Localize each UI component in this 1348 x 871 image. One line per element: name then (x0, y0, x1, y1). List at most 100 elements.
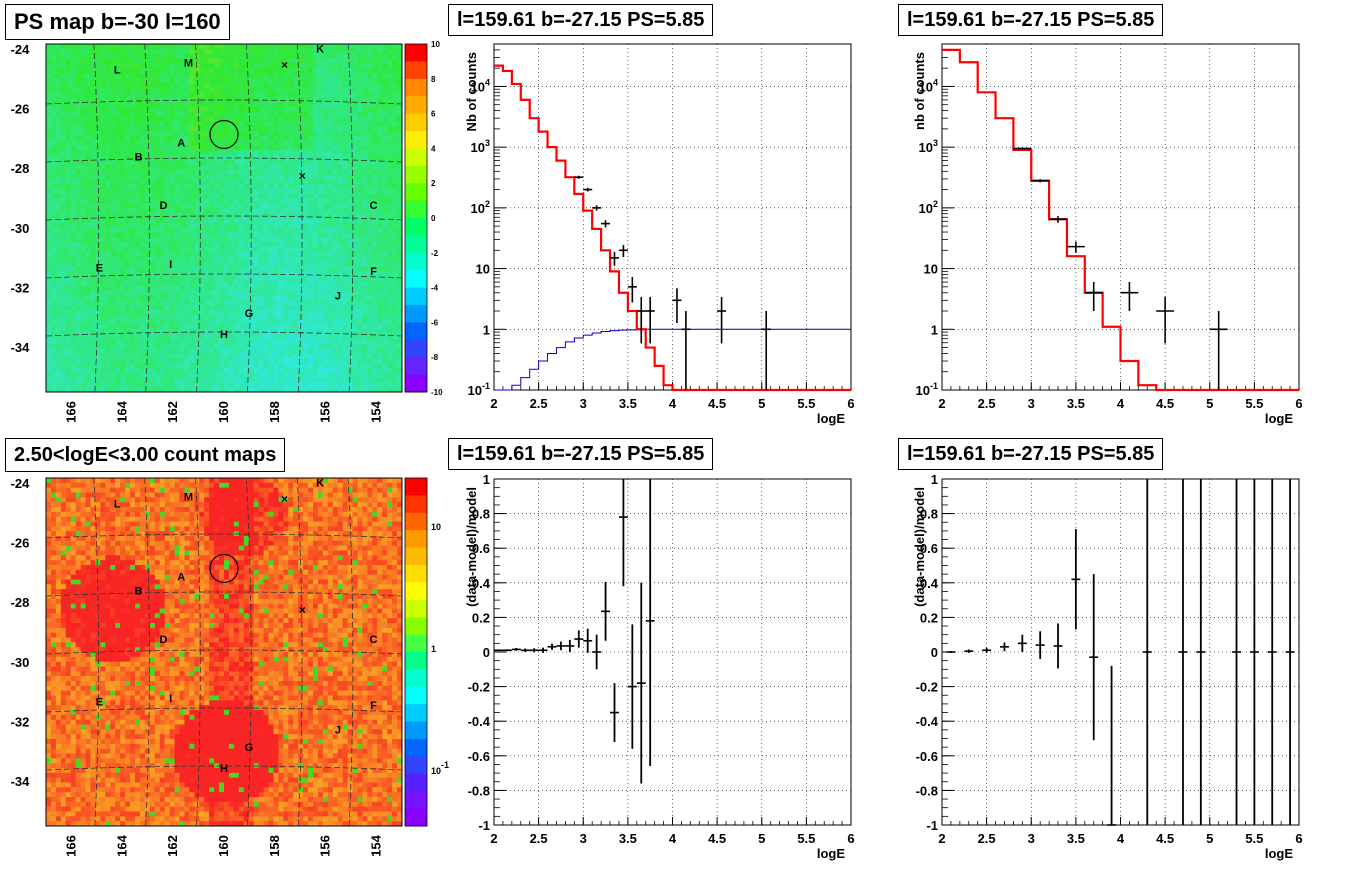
y-tick-label: 0.8 (472, 507, 490, 522)
colorbar-tick-label: 10 (431, 522, 441, 532)
map-grid-line (195, 477, 201, 827)
colorbar-tick-label: -10 (431, 388, 443, 397)
colorbar-tick-label: 1 (431, 644, 436, 654)
source-label: A (177, 137, 185, 149)
colorbar-frame (404, 43, 428, 393)
map-frame-1 (45, 43, 403, 393)
y-tick-label: 103 (919, 138, 938, 155)
source-label: D (160, 634, 168, 646)
x-tick-label: 2 (490, 831, 497, 846)
map-y-tick-label: -26 (11, 536, 30, 551)
target-circle-marker (209, 553, 239, 584)
x-tick-label: 2 (938, 831, 945, 846)
source-label: M (184, 57, 193, 69)
map-x-tick-label: 164 (114, 400, 129, 422)
map-frame-2 (45, 477, 403, 827)
spectrum1-title: l=159.61 b=-27.15 PS=5.85 (448, 4, 714, 36)
colorbar-tick-label: -4 (431, 284, 439, 293)
map-x-tick-label: 162 (165, 835, 180, 857)
source-label: H (220, 329, 228, 341)
map-x-tick-label: 160 (216, 401, 231, 423)
source-label: J (335, 725, 341, 737)
y-tick-label: 102 (919, 199, 938, 216)
source-label: I (169, 693, 172, 705)
heatmap-1 (46, 44, 403, 393)
map-grid-line (45, 707, 403, 713)
model-step-line (494, 64, 851, 392)
colorbar-frame (404, 477, 428, 827)
y-tick-label: 10 (924, 262, 938, 277)
source-label: D (160, 200, 168, 212)
x-tick-label: 2 (938, 396, 945, 411)
source-label: E (96, 263, 103, 275)
map-y-tick-label: -32 (11, 714, 30, 729)
x-tick-label: 5 (1206, 831, 1213, 846)
colorbar-tick-label: 8 (431, 75, 436, 84)
colorbar-1 (405, 44, 427, 393)
y-tick-label: 1 (931, 472, 938, 487)
x-tick-label: 5 (1206, 396, 1213, 411)
x-tick-label: 3 (1028, 831, 1035, 846)
colorbar-tick-label: -6 (431, 318, 439, 327)
colorbar-tick-label: 0 (431, 214, 436, 223)
map-grid-line (45, 331, 403, 337)
y-tick-label: 10-1 (468, 381, 490, 398)
y-tick-label: 10 (476, 262, 490, 277)
map-grid-line (296, 43, 303, 393)
x-tick-label: 3 (1028, 396, 1035, 411)
y-tick-label: 102 (471, 199, 490, 216)
y-axis-label: (data-model)/model (912, 487, 927, 607)
y-tick-label: 0 (931, 645, 938, 660)
map-grid-line (45, 157, 403, 163)
x-tick-label: 4.5 (708, 831, 726, 846)
map-grid-line (246, 477, 252, 827)
x-tick-label: 4.5 (1156, 831, 1174, 846)
map-y-tick-label: -28 (11, 161, 30, 176)
source-label: B (135, 151, 143, 163)
y-tick-label: -0.8 (916, 783, 938, 798)
colorbar-tick-label: -8 (431, 353, 439, 362)
map-x-tick-label: 166 (63, 401, 78, 423)
x-tick-label: 6 (847, 396, 854, 411)
x-tick-label: 3 (580, 831, 587, 846)
map-grid-line (93, 477, 100, 827)
y-tick-label: 0.6 (472, 541, 490, 556)
residual1-title: l=159.61 b=-27.15 PS=5.85 (448, 438, 714, 470)
heatmap-2 (46, 478, 403, 827)
source-label: B (135, 585, 143, 597)
source-label: C (370, 200, 378, 212)
map-grid-line (93, 43, 100, 393)
x-tick-label: 2.5 (530, 831, 548, 846)
source-label: E (96, 697, 103, 709)
map-y-tick-label: -28 (11, 595, 30, 610)
spectrum2-title: l=159.61 b=-27.15 PS=5.85 (898, 4, 1164, 36)
y-tick-label: 1 (483, 472, 490, 487)
source-label: G (245, 742, 254, 754)
map-y-tick-label: -26 (11, 102, 30, 117)
source-label: L (114, 64, 121, 76)
y-tick-label: 0.4 (472, 576, 491, 591)
map1-title: PS map b=-30 l=160 (5, 4, 230, 40)
y-tick-label: -1 (926, 818, 938, 833)
y-tick-label: -0.6 (468, 749, 490, 764)
x-tick-label: 6 (1295, 396, 1302, 411)
x-tick-label: 5 (758, 831, 765, 846)
map-y-tick-label: -30 (11, 655, 30, 670)
x-tick-label: 3.5 (1067, 831, 1085, 846)
y-tick-label: -0.2 (468, 680, 490, 695)
source-label: G (245, 308, 254, 320)
source-label: K (316, 477, 324, 489)
x-tick-label: 4 (669, 396, 677, 411)
cross-marker: × (299, 603, 306, 617)
map-grid-line (246, 43, 252, 393)
map-grid-line (45, 99, 403, 105)
residual2-title: l=159.61 b=-27.15 PS=5.85 (898, 438, 1164, 470)
map-x-tick-label: 158 (267, 401, 282, 423)
y-tick-label: -0.4 (916, 714, 939, 729)
map-y-tick-label: -24 (11, 42, 31, 57)
map-y-tick-label: -24 (11, 476, 31, 491)
y-axis-label: (data-model)/model (464, 487, 479, 607)
map-y-tick-label: -34 (11, 340, 31, 355)
map-x-tick-label: 166 (63, 835, 78, 857)
colorbar-tick-label: 10-1 (431, 760, 449, 776)
